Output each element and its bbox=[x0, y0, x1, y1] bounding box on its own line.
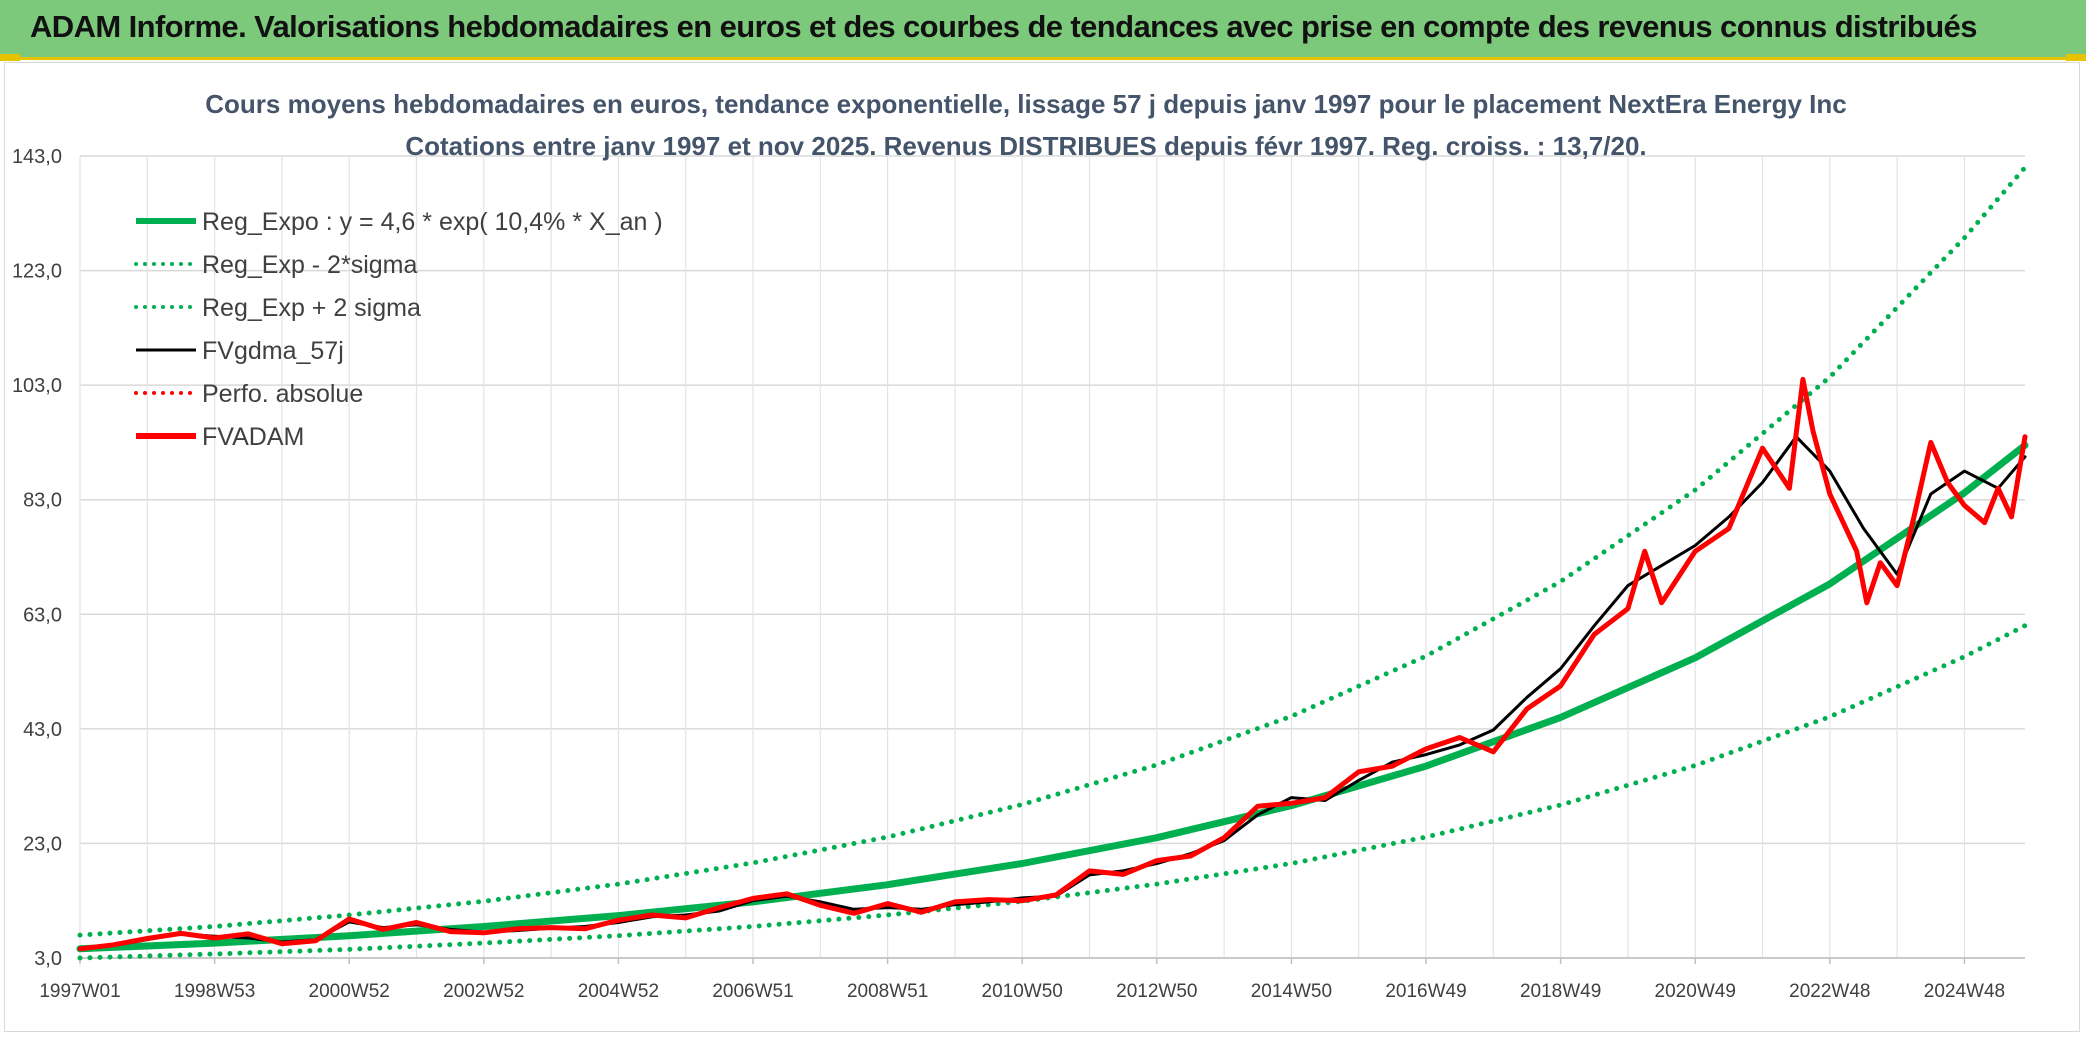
y-tick-label: 123,0 bbox=[12, 261, 62, 283]
legend-label: Perfo. absolue bbox=[202, 380, 363, 408]
y-tick-label: 83,0 bbox=[23, 490, 62, 512]
y-tick-label: 103,0 bbox=[12, 375, 62, 397]
series-line-5 bbox=[77, 376, 2028, 952]
report-banner: ADAM Informe. Valorisations hebdomadaire… bbox=[0, 0, 2086, 60]
chart-titles: Cours moyens hebdomadaires en euros, ten… bbox=[205, 89, 1846, 161]
series-line-2 bbox=[77, 165, 2028, 938]
banner-accent-right bbox=[2066, 54, 2086, 61]
y-tick-label: 43,0 bbox=[23, 719, 62, 741]
y-tick-label: 23,0 bbox=[23, 833, 62, 855]
y-tick-label: 3,0 bbox=[34, 948, 62, 970]
chart-title: Cours moyens hebdomadaires en euros, ten… bbox=[205, 89, 1846, 119]
legend-label: Reg_Expo : y = 4,6 * exp( 10,4% * X_an ) bbox=[202, 208, 663, 236]
x-tick-label: 1997W01 bbox=[39, 981, 120, 1002]
x-tick-label: 2000W52 bbox=[309, 981, 390, 1002]
x-tick-label: 2004W52 bbox=[578, 981, 659, 1002]
x-tick-label: 2012W50 bbox=[1116, 981, 1197, 1002]
x-tick-label: 2024W48 bbox=[1924, 981, 2005, 1002]
x-tick-label: 2022W48 bbox=[1789, 981, 1870, 1002]
chart-legend: Reg_Expo : y = 4,6 * exp( 10,4% * X_an )… bbox=[134, 208, 663, 451]
series-lines bbox=[76, 165, 2029, 961]
x-tick-label: 2018W49 bbox=[1520, 981, 1601, 1002]
legend-label: Reg_Exp + 2 sigma bbox=[202, 294, 421, 322]
series-line-1 bbox=[77, 623, 2028, 961]
gridlines bbox=[79, 155, 2025, 959]
legend-label: Reg_Exp - 2*sigma bbox=[202, 251, 417, 279]
chart-area-frame bbox=[4, 62, 2080, 1032]
y-tick-label: 63,0 bbox=[23, 604, 62, 626]
x-tick-label: 2014W50 bbox=[1251, 981, 1332, 1002]
legend-label: FVADAM bbox=[202, 423, 304, 451]
axes: 143,0 123,0 103,0 83,0 63,0 43,0 23,0 3,0 1997W0… bbox=[12, 146, 2025, 1002]
x-tick-label: 2002W52 bbox=[443, 981, 524, 1002]
legend-label: FVgdma_57j bbox=[202, 337, 344, 365]
x-tick-label: 2010W50 bbox=[982, 981, 1063, 1002]
report-banner-title: ADAM Informe. Valorisations hebdomadaire… bbox=[30, 9, 1977, 44]
x-tick-label: 1998W53 bbox=[174, 981, 255, 1002]
x-tick-label: 2008W51 bbox=[847, 981, 928, 1002]
x-tick-label: 2020W49 bbox=[1655, 981, 1736, 1002]
chart-subtitle: Cotations entre janv 1997 et nov 2025. R… bbox=[405, 131, 1646, 161]
x-tick-label: 2006W51 bbox=[712, 981, 793, 1002]
banner-accent-left bbox=[0, 54, 20, 61]
y-tick-label: 143,0 bbox=[12, 146, 62, 168]
x-tick-label: 2016W49 bbox=[1385, 981, 1466, 1002]
series-line-0 bbox=[76, 441, 2029, 953]
